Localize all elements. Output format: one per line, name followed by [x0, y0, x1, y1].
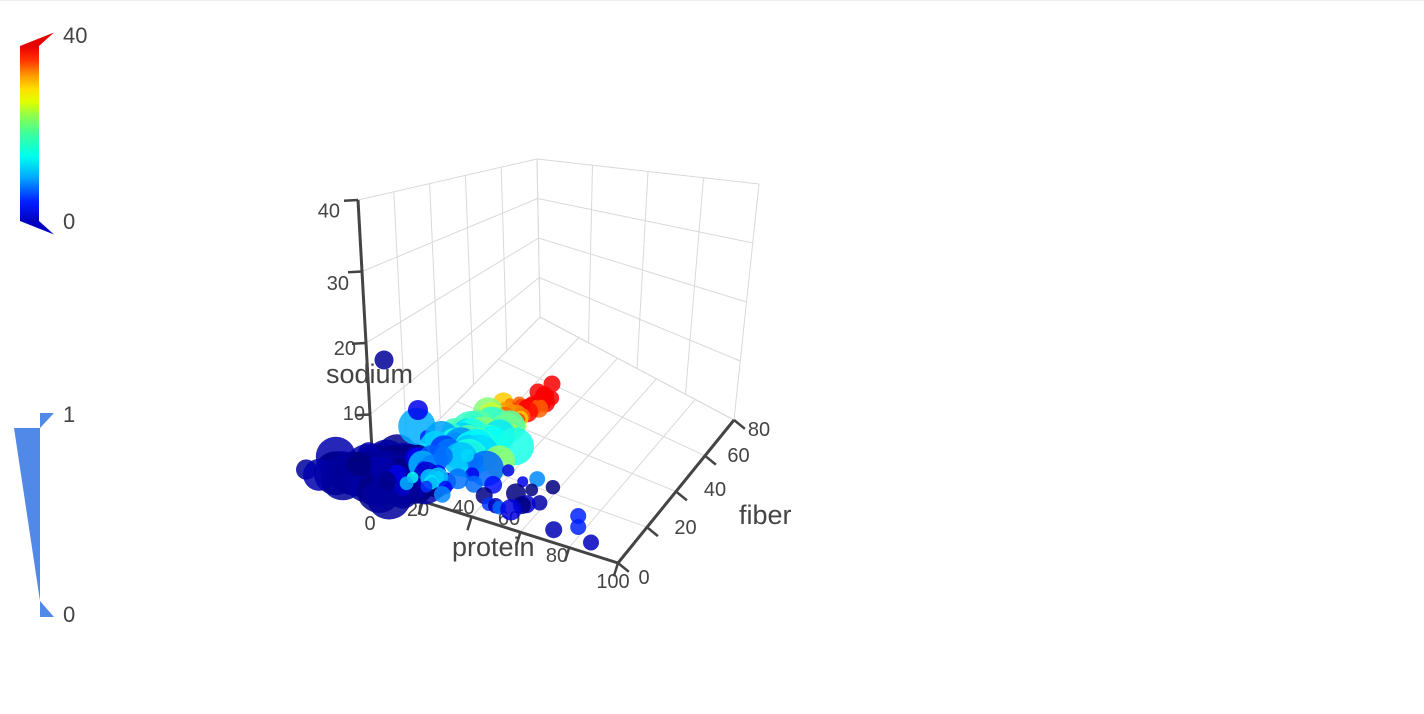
svg-text:20: 20	[334, 338, 356, 360]
svg-text:60: 60	[727, 445, 749, 467]
svg-text:fiber: fiber	[739, 500, 792, 530]
svg-text:0: 0	[638, 567, 649, 589]
svg-text:20: 20	[674, 517, 696, 539]
svg-text:40: 40	[63, 23, 87, 48]
svg-text:10: 10	[343, 403, 365, 425]
svg-text:sodium: sodium	[326, 359, 413, 389]
svg-text:40: 40	[452, 497, 474, 519]
svg-text:1: 1	[63, 402, 75, 427]
svg-text:0: 0	[63, 209, 75, 234]
svg-text:40: 40	[704, 479, 726, 501]
svg-text:protein: protein	[452, 532, 535, 562]
svg-text:40: 40	[318, 201, 340, 223]
svg-text:100: 100	[596, 571, 629, 593]
svg-text:0: 0	[63, 602, 75, 627]
svg-text:0: 0	[364, 513, 375, 535]
svg-text:80: 80	[546, 545, 568, 567]
svg-text:30: 30	[327, 273, 349, 295]
svg-text:80: 80	[748, 419, 770, 441]
